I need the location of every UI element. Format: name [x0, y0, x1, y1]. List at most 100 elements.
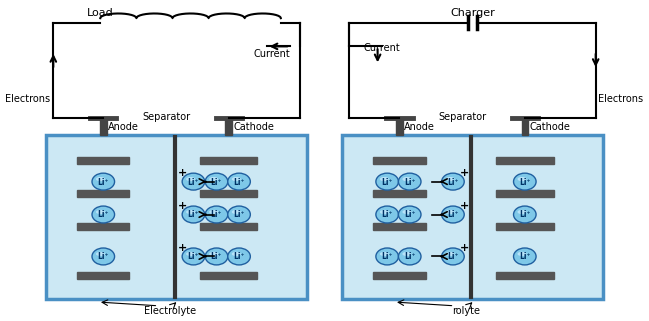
Ellipse shape [182, 248, 204, 265]
Bar [46, 135, 307, 299]
Ellipse shape [513, 248, 536, 265]
Text: Li⁺: Li⁺ [404, 252, 415, 261]
Ellipse shape [96, 210, 105, 214]
Bar [496, 223, 554, 230]
Ellipse shape [205, 173, 228, 190]
Ellipse shape [92, 173, 115, 190]
Bar [342, 135, 603, 299]
Bar [373, 223, 426, 230]
Bar [496, 272, 554, 280]
Ellipse shape [398, 173, 421, 190]
Bar [77, 190, 129, 197]
Text: Li⁺: Li⁺ [447, 252, 459, 261]
Text: Li⁺: Li⁺ [382, 178, 393, 187]
Bar [200, 157, 258, 164]
Text: Li⁺: Li⁺ [519, 211, 530, 220]
Text: Li⁺: Li⁺ [519, 252, 530, 261]
Text: Li⁺: Li⁺ [211, 211, 222, 220]
Ellipse shape [446, 210, 455, 214]
Ellipse shape [380, 252, 389, 256]
Bar [373, 190, 426, 197]
Ellipse shape [182, 173, 204, 190]
Text: Li⁺: Li⁺ [382, 252, 393, 261]
Text: Li⁺: Li⁺ [447, 211, 459, 220]
Ellipse shape [232, 210, 241, 214]
Ellipse shape [186, 177, 195, 181]
Text: Li⁺: Li⁺ [382, 211, 393, 220]
Ellipse shape [209, 177, 218, 181]
Text: Li⁺: Li⁺ [188, 252, 199, 261]
Ellipse shape [517, 252, 526, 256]
Text: Li⁺: Li⁺ [97, 178, 109, 187]
Bar [396, 118, 402, 135]
Ellipse shape [376, 248, 398, 265]
Bar [200, 272, 258, 280]
Text: Li⁺: Li⁺ [233, 211, 245, 220]
Ellipse shape [513, 206, 536, 223]
Text: Cathode: Cathode [234, 122, 275, 132]
Bar [100, 118, 106, 135]
Ellipse shape [186, 210, 195, 214]
Ellipse shape [446, 252, 455, 256]
Text: Electrons: Electrons [5, 93, 51, 104]
Ellipse shape [398, 206, 421, 223]
Ellipse shape [232, 252, 241, 256]
Bar [373, 272, 426, 280]
Text: Electrolyte: Electrolyte [143, 306, 196, 316]
Text: Anode: Anode [404, 122, 435, 132]
Ellipse shape [228, 173, 251, 190]
Text: Separator: Separator [438, 112, 486, 122]
Text: Charger: Charger [450, 8, 495, 18]
Text: Li⁺: Li⁺ [188, 178, 199, 187]
Ellipse shape [402, 210, 411, 214]
Text: Cathode: Cathode [530, 122, 570, 132]
Bar [200, 223, 258, 230]
Ellipse shape [402, 252, 411, 256]
Bar [77, 223, 129, 230]
Ellipse shape [380, 210, 389, 214]
Ellipse shape [232, 177, 241, 181]
Ellipse shape [182, 206, 204, 223]
Text: Current: Current [363, 43, 400, 53]
Bar [77, 157, 129, 164]
Ellipse shape [513, 173, 536, 190]
Bar [496, 157, 554, 164]
Text: Li⁺: Li⁺ [97, 211, 109, 220]
Text: Electrons: Electrons [598, 93, 644, 104]
Ellipse shape [380, 177, 389, 181]
Ellipse shape [517, 177, 526, 181]
Bar [225, 118, 232, 135]
Ellipse shape [92, 206, 115, 223]
Text: Li⁺: Li⁺ [188, 211, 199, 220]
Bar [496, 190, 554, 197]
Text: Separator: Separator [142, 112, 190, 122]
Text: Li⁺: Li⁺ [211, 252, 222, 261]
Text: +: + [459, 243, 469, 253]
Ellipse shape [205, 248, 228, 265]
Ellipse shape [446, 177, 455, 181]
Ellipse shape [402, 177, 411, 181]
Ellipse shape [517, 210, 526, 214]
Text: Li⁺: Li⁺ [447, 178, 459, 187]
Ellipse shape [442, 248, 464, 265]
Ellipse shape [398, 248, 421, 265]
Ellipse shape [205, 206, 228, 223]
Text: +: + [459, 201, 469, 211]
Text: Anode: Anode [108, 122, 139, 132]
Text: +: + [178, 243, 187, 253]
Ellipse shape [228, 248, 251, 265]
Ellipse shape [209, 210, 218, 214]
Text: Li⁺: Li⁺ [97, 252, 109, 261]
Text: Li⁺: Li⁺ [519, 178, 530, 187]
Ellipse shape [442, 206, 464, 223]
Text: Load: Load [87, 8, 114, 18]
Bar [373, 157, 426, 164]
Text: +: + [459, 168, 469, 178]
Text: Li⁺: Li⁺ [233, 252, 245, 261]
Bar [77, 272, 129, 280]
Bar [522, 118, 528, 135]
Ellipse shape [442, 173, 464, 190]
Text: +: + [178, 168, 187, 178]
Bar [200, 190, 258, 197]
Text: Li⁺: Li⁺ [211, 178, 222, 187]
